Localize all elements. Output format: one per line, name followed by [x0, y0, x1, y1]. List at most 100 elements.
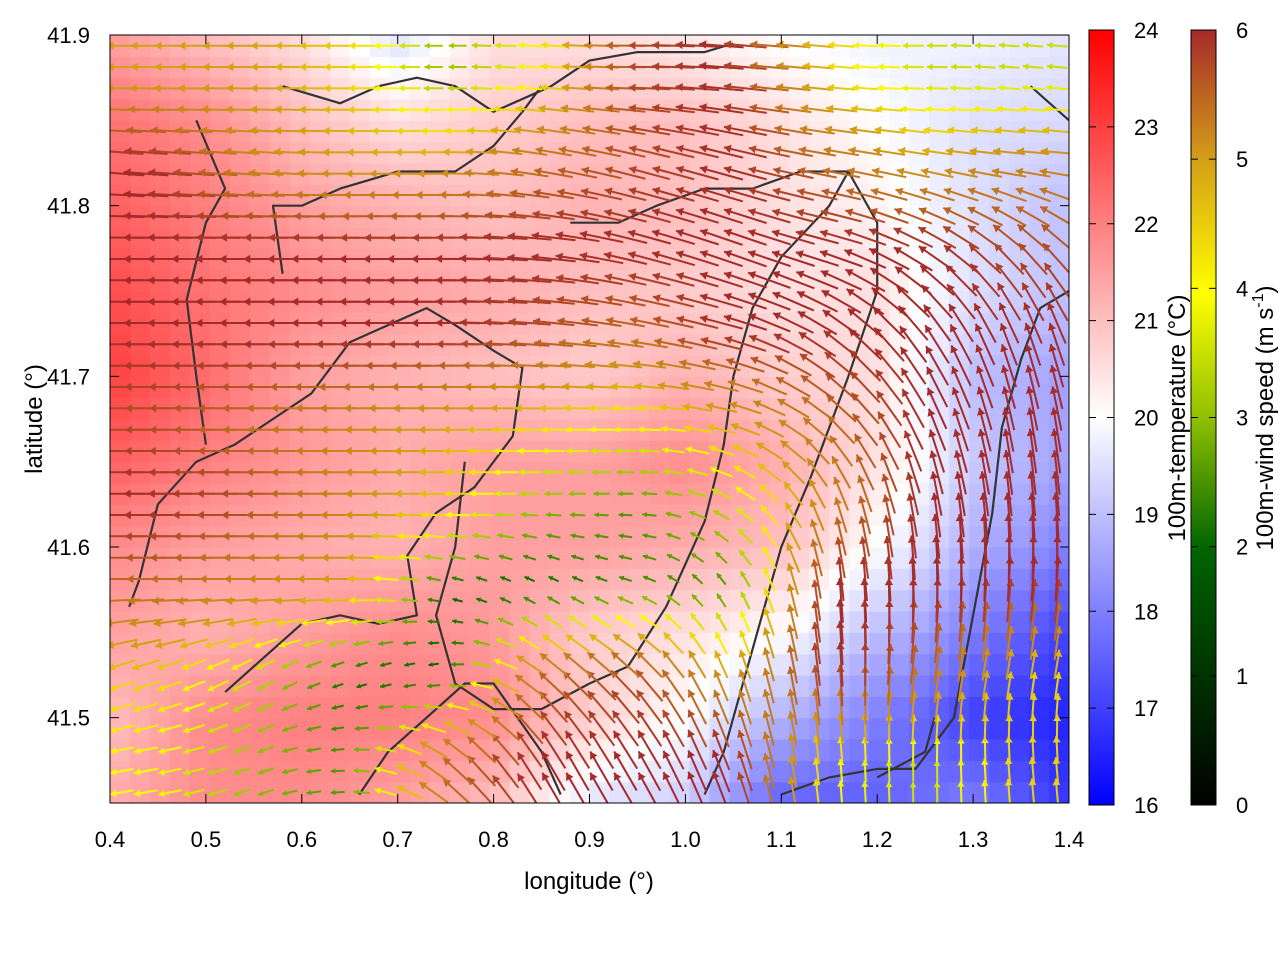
heatmap-cell: [889, 632, 910, 654]
heatmap-cell: [749, 483, 770, 505]
heatmap-cell: [510, 632, 531, 654]
heatmap-cell: [170, 675, 191, 697]
wind-arrow-head: [101, 426, 108, 434]
wind-arrow-head: [102, 554, 109, 562]
heatmap-cell: [290, 696, 311, 718]
heatmap-cell: [769, 419, 790, 441]
heatmap-cell: [889, 568, 910, 590]
heatmap-cell: [609, 782, 630, 804]
heatmap-cell: [869, 718, 890, 740]
wind-arrow-head: [100, 276, 107, 284]
heatmap-cell: [530, 611, 551, 633]
wind-arrow-head: [100, 340, 107, 348]
heatmap-cell: [170, 654, 191, 676]
heatmap-cell: [929, 782, 950, 804]
heatmap-cell: [629, 568, 650, 590]
heatmap-cell: [470, 782, 491, 804]
heatmap-cell: [629, 611, 650, 633]
heatmap-cell: [709, 504, 730, 526]
heatmap-cell: [889, 782, 910, 804]
wind-arrow-head: [103, 575, 110, 583]
heatmap-cell: [869, 547, 890, 569]
wind-arrow-head: [100, 511, 107, 519]
heatmap-cell: [689, 590, 710, 612]
heatmap-cell: [989, 526, 1010, 548]
wind-arrow-head: [101, 447, 108, 455]
heatmap-cell: [729, 590, 750, 612]
wind-arrow-head: [100, 298, 107, 306]
heatmap-cell: [530, 590, 551, 612]
heatmap-cell: [989, 611, 1010, 633]
heatmap-cell: [869, 568, 890, 590]
heatmap-cell: [929, 376, 950, 398]
heatmap-cell: [949, 568, 970, 590]
heatmap-cell: [689, 568, 710, 590]
wind-arrow-head: [101, 532, 108, 540]
heatmap-cell: [949, 590, 970, 612]
heatmap-cell: [689, 718, 710, 740]
heatmap-cell: [929, 568, 950, 590]
heatmap-cell: [989, 590, 1010, 612]
heatmap-cell: [390, 782, 411, 804]
heatmap-cell: [929, 291, 950, 313]
heatmap-cell: [1049, 248, 1070, 270]
heatmap-cell: [390, 760, 411, 782]
heatmap-cell: [590, 611, 611, 633]
heatmap-cell: [210, 718, 231, 740]
heatmap-cell: [1009, 654, 1030, 676]
heatmap-cell: [869, 696, 890, 718]
heatmap-cell: [889, 696, 910, 718]
heatmap-cell: [889, 675, 910, 697]
heatmap-cell: [1009, 568, 1030, 590]
heatmap-cell: [210, 654, 231, 676]
heatmap-cell: [290, 654, 311, 676]
heatmap-cell: [929, 590, 950, 612]
heatmap-cell: [849, 718, 870, 740]
heatmap-cell: [709, 590, 730, 612]
heatmap-cell: [929, 696, 950, 718]
heatmap-cell: [989, 568, 1010, 590]
heatmap-cell: [889, 718, 910, 740]
heatmap-cell: [210, 696, 231, 718]
heatmap-cell: [629, 590, 650, 612]
heatmap-cell: [889, 739, 910, 761]
heatmap-cell: [869, 675, 890, 697]
heatmap-cell: [1049, 739, 1070, 761]
heatmap-cell: [729, 611, 750, 633]
heatmap-cell: [829, 718, 850, 740]
heatmap-cell: [649, 590, 670, 612]
heatmap-cell: [709, 654, 730, 676]
heatmap-cell: [989, 547, 1010, 569]
wind-arrow-head: [105, 619, 113, 627]
heatmap-cell: [869, 206, 890, 228]
heatmap-cell: [709, 568, 730, 590]
heatmap-cell: [530, 568, 551, 590]
heatmap-cell: [729, 568, 750, 590]
wind-arrow-head: [101, 404, 108, 412]
heatmap-cell: [609, 760, 630, 782]
heatmap-cell: [210, 675, 231, 697]
wind-arrow-head: [100, 490, 107, 498]
heatmap-cell: [510, 611, 531, 633]
heatmap-cell: [889, 760, 910, 782]
wind-arrow-head: [100, 319, 107, 327]
wind-arrow-head: [100, 362, 107, 370]
heatmap-cell: [709, 526, 730, 548]
heatmap-cell: [869, 611, 890, 633]
heatmap-cell: [709, 547, 730, 569]
heatmap-cell: [889, 590, 910, 612]
heatmap-cell: [869, 782, 890, 804]
heatmap-cell: [1049, 760, 1070, 782]
heatmap-cell: [689, 782, 710, 804]
heatmap-cell: [889, 611, 910, 633]
heatmap-cell: [849, 696, 870, 718]
heatmap-cell: [949, 547, 970, 569]
heatmap-cell: [649, 782, 670, 804]
heatmap-cell: [869, 440, 890, 462]
heatmap-cell: [729, 782, 750, 804]
heatmap-cell: [410, 782, 431, 804]
wind-arrow-head: [100, 468, 107, 476]
heatmap-cell: [530, 782, 551, 804]
heatmap-cell: [290, 675, 311, 697]
